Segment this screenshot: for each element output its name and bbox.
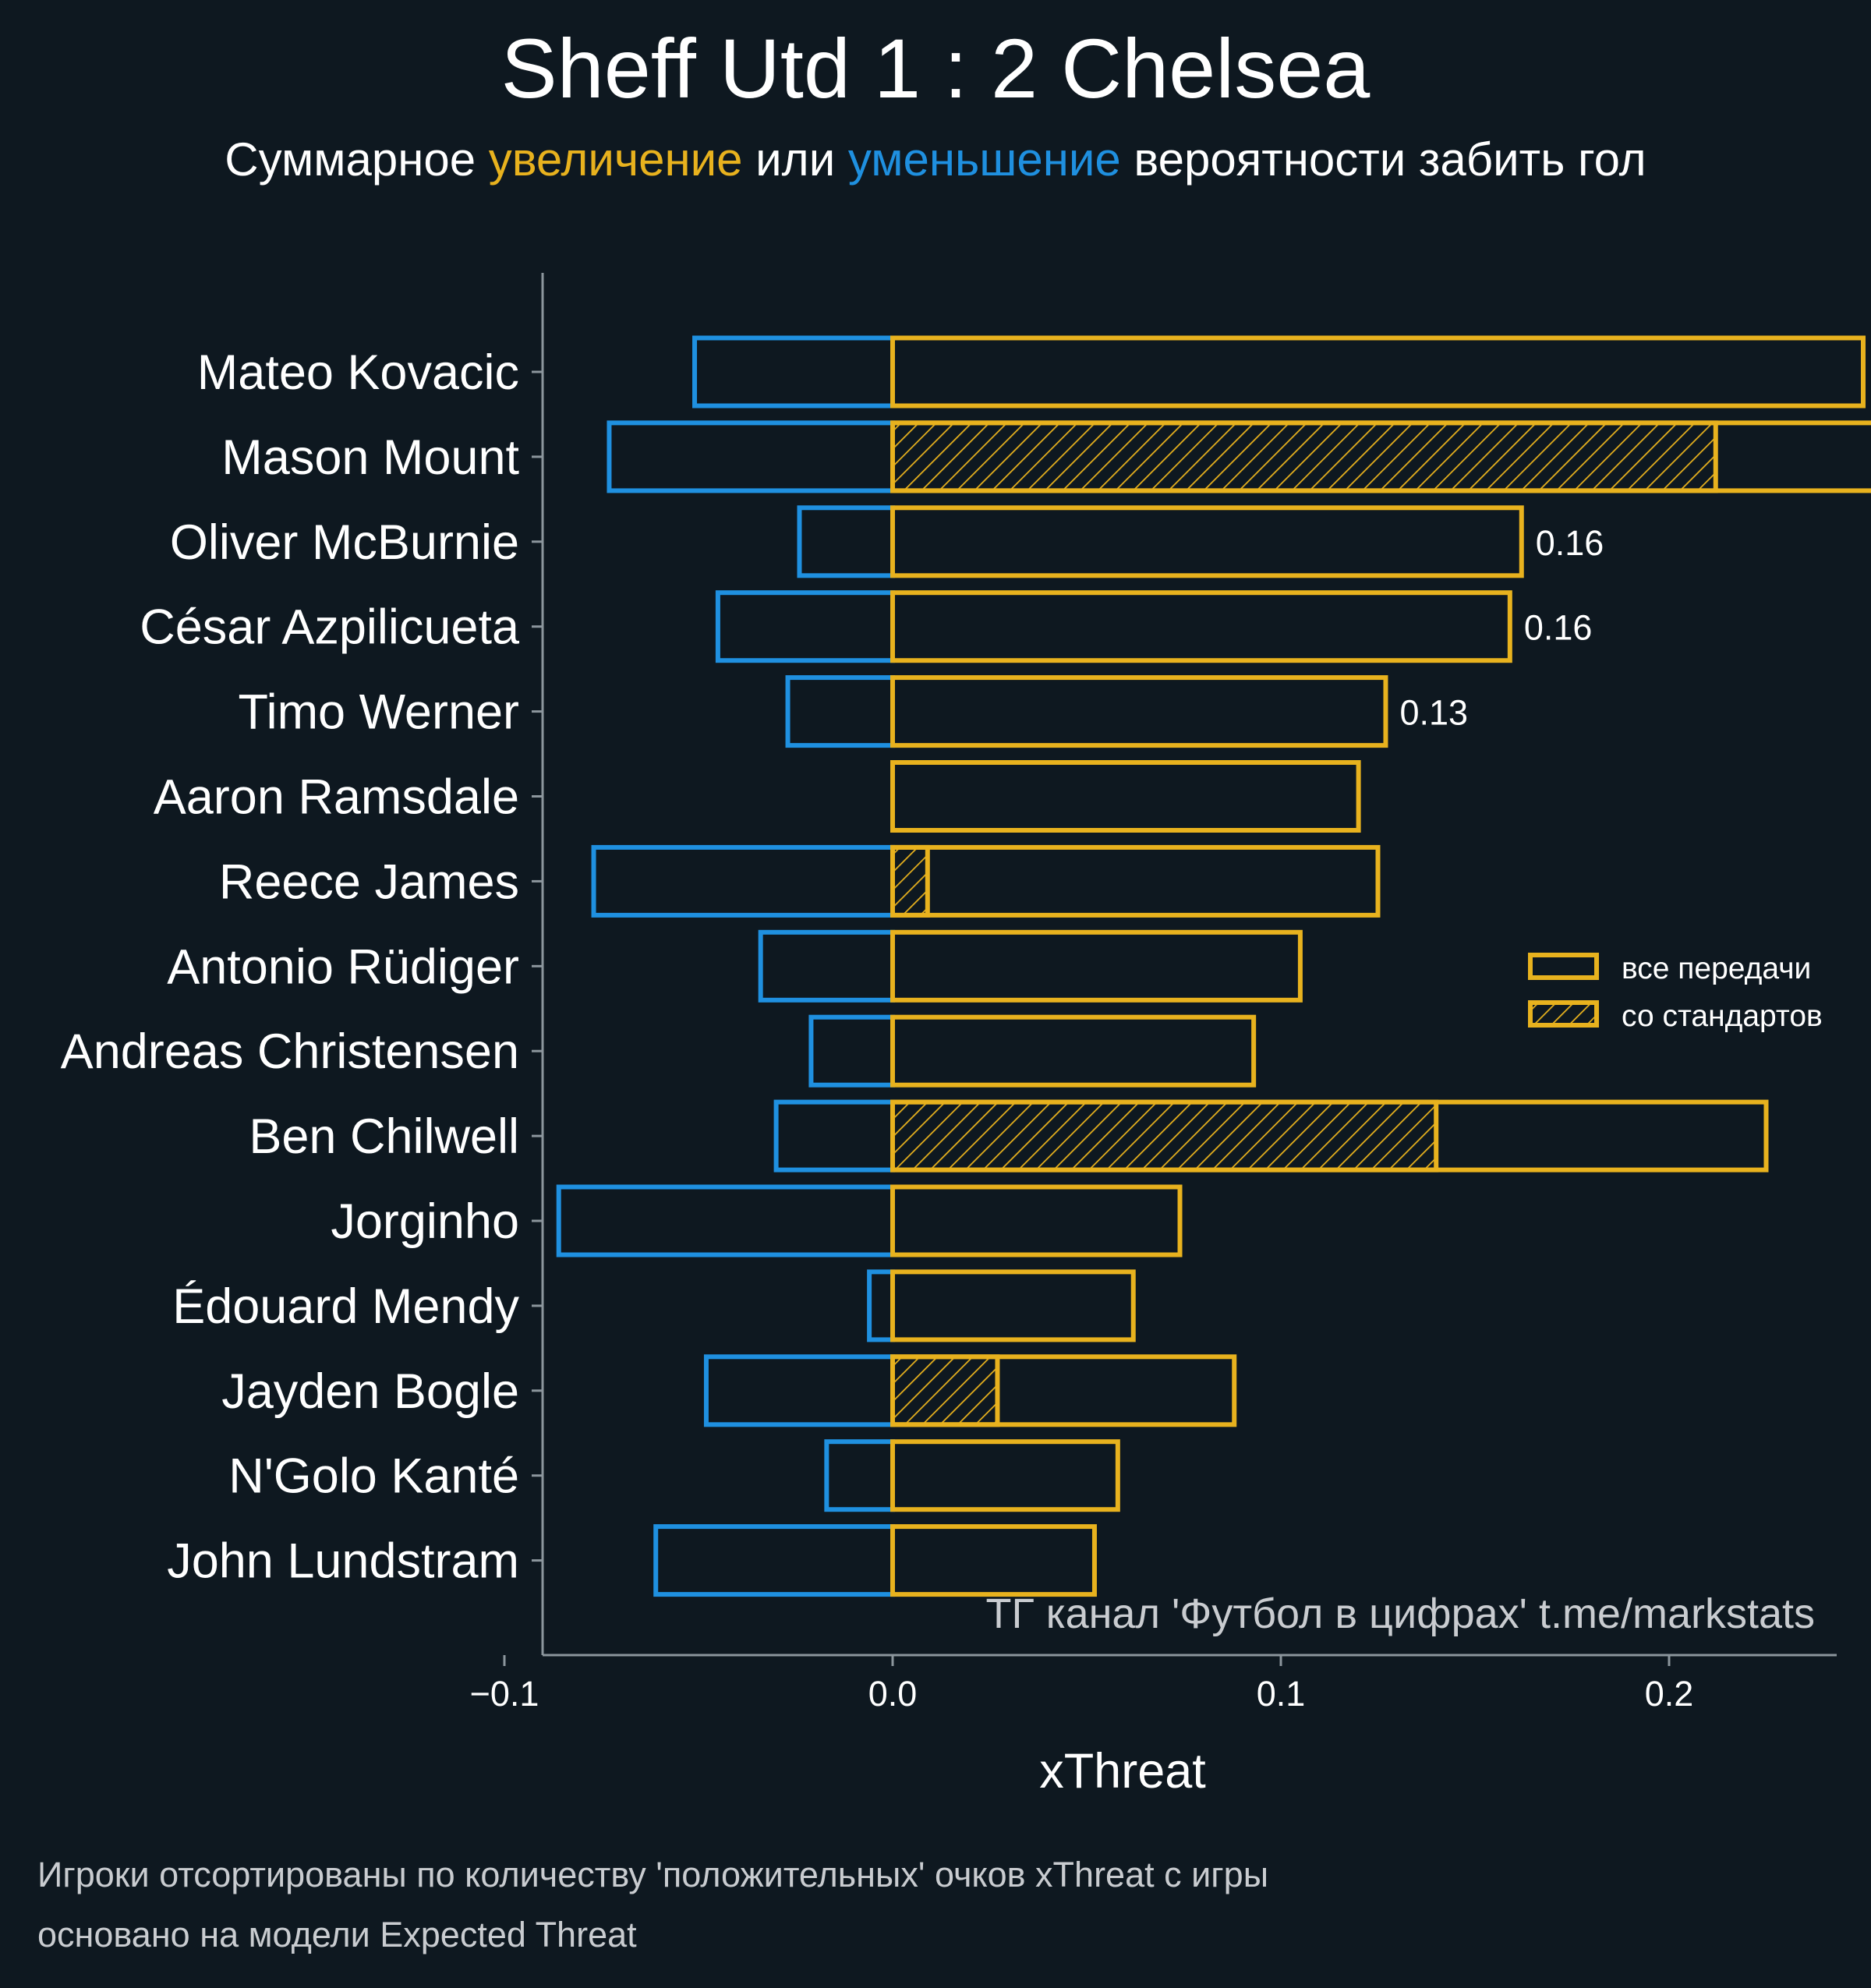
data-label: 0.13 bbox=[1399, 693, 1468, 733]
legend-swatch-set-pieces bbox=[1528, 1000, 1599, 1028]
watermark: ТГ канал 'Футбол в цифрах' t.me/markstat… bbox=[986, 1590, 1815, 1637]
bar-negative bbox=[703, 1354, 896, 1427]
subtitle-part-5: вероятности забить гол bbox=[1121, 133, 1646, 186]
subtitle-part-3: или bbox=[743, 133, 848, 186]
bar-negative bbox=[607, 420, 896, 493]
bar-positive bbox=[890, 1269, 1136, 1342]
bar-set-pieces bbox=[890, 420, 1718, 493]
data-label: 0.16 bbox=[1524, 608, 1593, 648]
y-tick-label: Aaron Ramsdale bbox=[154, 770, 519, 825]
y-tick-label: Reece James bbox=[219, 854, 519, 909]
y-tick-label: Jayden Bogle bbox=[221, 1364, 519, 1419]
bar-positive bbox=[890, 1184, 1183, 1258]
y-tick-label: Timo Werner bbox=[238, 685, 519, 740]
chart-subtitle: Суммарное увеличение или уменьшение веро… bbox=[225, 133, 1646, 186]
bar-positive bbox=[890, 929, 1303, 1003]
x-tick-label: 0.0 bbox=[868, 1674, 918, 1714]
legend: все передачи со стандартов bbox=[1528, 952, 1823, 1033]
y-tick-label: Mateo Kovacic bbox=[197, 345, 519, 400]
bar-positive bbox=[890, 760, 1361, 833]
bar-positive bbox=[890, 844, 1381, 918]
footnote-line-1: Игроки отсортированы по количеству 'поло… bbox=[37, 1855, 1268, 1894]
y-tick-label: Jorginho bbox=[331, 1194, 519, 1249]
bar-negative bbox=[824, 1439, 895, 1512]
bar-negative bbox=[808, 1014, 896, 1088]
bar-positive bbox=[890, 420, 1871, 493]
bar-positive bbox=[890, 1014, 1257, 1088]
x-tick-label: 0.2 bbox=[1645, 1674, 1694, 1714]
footnote-line-2: основано на модели Expected Threat bbox=[37, 1915, 637, 1954]
y-tick-label: Andreas Christensen bbox=[61, 1024, 519, 1079]
bar-set-pieces bbox=[890, 844, 930, 918]
y-tick-label: Mason Mount bbox=[221, 430, 519, 485]
bar-positive bbox=[890, 1099, 1769, 1173]
y-tick-label: César Azpilicueta bbox=[140, 600, 520, 655]
y-tick-label: Ben Chilwell bbox=[249, 1109, 519, 1164]
bar-set-pieces bbox=[890, 1099, 1439, 1173]
y-tick-label: Édouard Mendy bbox=[172, 1279, 519, 1334]
y-tick-label: John Lundstram bbox=[167, 1534, 519, 1589]
bar-negative bbox=[653, 1524, 895, 1597]
y-tick-label: Oliver McBurnie bbox=[170, 515, 519, 570]
x-axis-ticks: −0.10.00.10.20.30.4 bbox=[470, 1655, 1694, 1714]
bar-negative bbox=[692, 335, 896, 409]
y-axis-labels: Mateo Kovacic Mason Mount Oliver McBurnie C… bbox=[61, 345, 520, 1589]
bar-negative bbox=[715, 590, 896, 663]
chart-title: Sheff Utd 1 : 2 Chelsea bbox=[501, 21, 1371, 115]
bar-negative bbox=[758, 929, 895, 1003]
bar-positive bbox=[890, 590, 1512, 663]
data-label: 0.16 bbox=[1536, 523, 1604, 563]
bar-negative bbox=[556, 1184, 895, 1258]
y-tick-label: N'Golo Kanté bbox=[228, 1449, 519, 1504]
y-tick-label: Antonio Rüdiger bbox=[167, 939, 519, 994]
legend-swatch-all-passes bbox=[1528, 953, 1599, 980]
bar-positive bbox=[890, 335, 1866, 409]
x-tick-label: −0.1 bbox=[470, 1674, 539, 1714]
x-axis-title: xThreat bbox=[1039, 1744, 1206, 1799]
bar-negative bbox=[773, 1099, 895, 1173]
legend-label-set-pieces: со стандартов bbox=[1622, 999, 1823, 1033]
bar-negative bbox=[867, 1269, 895, 1342]
bar-negative bbox=[797, 505, 895, 578]
bar-positive bbox=[890, 675, 1388, 748]
bar-negative bbox=[785, 675, 895, 748]
bar-positive bbox=[890, 505, 1524, 578]
subtitle-increase-word: увеличение bbox=[489, 133, 743, 186]
bar-set-pieces bbox=[890, 1354, 1000, 1427]
bar-positive bbox=[890, 1439, 1120, 1512]
bar-positive bbox=[890, 1354, 1237, 1427]
bar-positive bbox=[890, 1524, 1097, 1597]
bar-negative bbox=[591, 844, 895, 918]
bars-group bbox=[556, 335, 1871, 1597]
x-tick-label: 0.1 bbox=[1257, 1674, 1306, 1714]
legend-label-all-passes: все передачи bbox=[1622, 952, 1811, 985]
data-labels: 0.250.390.160.160.13 bbox=[1399, 523, 1604, 733]
subtitle-decrease-word: уменьшение bbox=[848, 133, 1121, 186]
y-axis-ticks bbox=[532, 370, 543, 1562]
subtitle-part-1: Суммарное bbox=[225, 133, 488, 186]
